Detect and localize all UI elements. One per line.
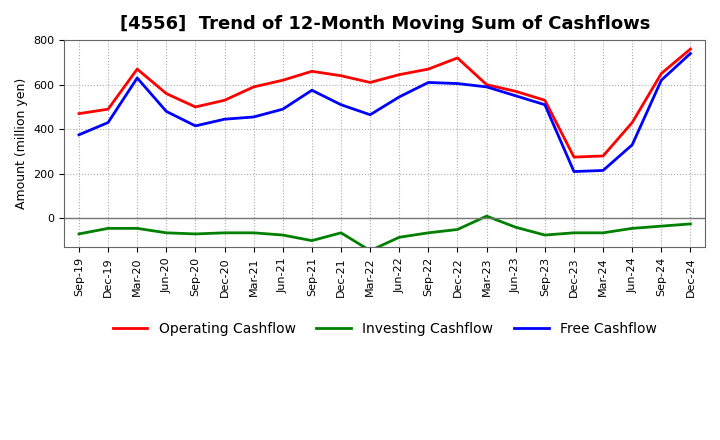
Investing Cashflow [366, 248, 374, 253]
Free Cashflow [657, 77, 666, 83]
Free Cashflow [366, 112, 374, 117]
Free Cashflow [628, 142, 636, 147]
Free Cashflow [133, 75, 142, 81]
Free Cashflow [541, 102, 549, 107]
Free Cashflow [75, 132, 84, 137]
Investing Cashflow [104, 226, 112, 231]
Free Cashflow [220, 117, 229, 122]
Investing Cashflow [541, 232, 549, 238]
Free Cashflow [511, 93, 520, 99]
Free Cashflow [395, 94, 404, 99]
Operating Cashflow [133, 66, 142, 72]
Investing Cashflow [133, 226, 142, 231]
Title: [4556]  Trend of 12-Month Moving Sum of Cashflows: [4556] Trend of 12-Month Moving Sum of C… [120, 15, 650, 33]
Y-axis label: Amount (million yen): Amount (million yen) [15, 78, 28, 209]
Free Cashflow [686, 51, 695, 56]
Investing Cashflow [453, 227, 462, 232]
Operating Cashflow [162, 91, 171, 96]
Line: Free Cashflow: Free Cashflow [79, 54, 690, 172]
Free Cashflow [249, 114, 258, 120]
Operating Cashflow [337, 73, 346, 78]
Operating Cashflow [279, 77, 287, 83]
Line: Investing Cashflow: Investing Cashflow [79, 216, 690, 251]
Operating Cashflow [657, 71, 666, 76]
Investing Cashflow [337, 230, 346, 235]
Investing Cashflow [307, 238, 316, 243]
Operating Cashflow [424, 66, 433, 72]
Operating Cashflow [482, 82, 491, 87]
Operating Cashflow [541, 98, 549, 103]
Investing Cashflow [249, 230, 258, 235]
Free Cashflow [104, 120, 112, 125]
Free Cashflow [279, 106, 287, 112]
Operating Cashflow [453, 55, 462, 61]
Operating Cashflow [191, 104, 199, 110]
Free Cashflow [570, 169, 578, 174]
Free Cashflow [337, 102, 346, 107]
Investing Cashflow [686, 221, 695, 227]
Line: Operating Cashflow: Operating Cashflow [79, 49, 690, 157]
Free Cashflow [191, 123, 199, 128]
Operating Cashflow [570, 154, 578, 160]
Operating Cashflow [628, 120, 636, 125]
Free Cashflow [307, 88, 316, 93]
Free Cashflow [482, 84, 491, 89]
Legend: Operating Cashflow, Investing Cashflow, Free Cashflow: Operating Cashflow, Investing Cashflow, … [107, 316, 662, 341]
Operating Cashflow [220, 98, 229, 103]
Operating Cashflow [511, 89, 520, 94]
Investing Cashflow [570, 230, 578, 235]
Operating Cashflow [249, 84, 258, 89]
Investing Cashflow [628, 226, 636, 231]
Investing Cashflow [75, 231, 84, 237]
Free Cashflow [424, 80, 433, 85]
Free Cashflow [599, 168, 608, 173]
Investing Cashflow [395, 235, 404, 240]
Investing Cashflow [599, 230, 608, 235]
Operating Cashflow [75, 111, 84, 116]
Operating Cashflow [104, 106, 112, 112]
Free Cashflow [162, 109, 171, 114]
Operating Cashflow [307, 69, 316, 74]
Free Cashflow [453, 81, 462, 86]
Investing Cashflow [191, 231, 199, 237]
Investing Cashflow [424, 230, 433, 235]
Investing Cashflow [162, 230, 171, 235]
Investing Cashflow [220, 230, 229, 235]
Investing Cashflow [511, 224, 520, 230]
Operating Cashflow [395, 72, 404, 77]
Operating Cashflow [686, 46, 695, 51]
Operating Cashflow [366, 80, 374, 85]
Operating Cashflow [599, 153, 608, 158]
Investing Cashflow [279, 232, 287, 238]
Investing Cashflow [482, 213, 491, 219]
Investing Cashflow [657, 224, 666, 229]
